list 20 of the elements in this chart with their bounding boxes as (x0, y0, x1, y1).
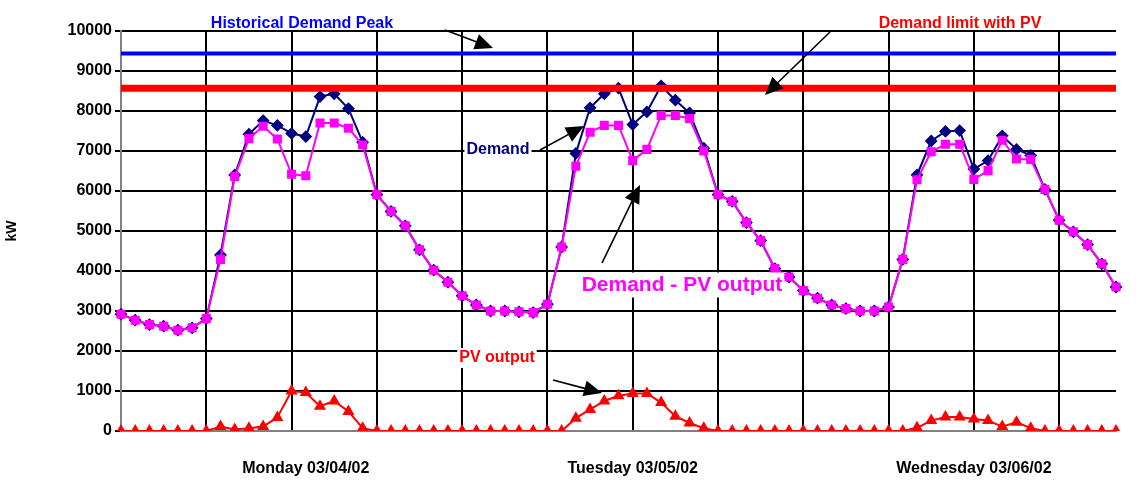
y-tick-label: 5000 (76, 221, 113, 239)
ref-line-label: Demand limit with PV (878, 14, 1042, 32)
y-tick-label: 7000 (76, 141, 113, 159)
y-tick-label: 2000 (76, 341, 113, 359)
ref-line-label: Historical Demand Peak (210, 14, 394, 32)
text: Demand (466, 140, 530, 158)
y-tick-label: 10000 (67, 21, 113, 39)
y-tick-label: 6000 (76, 181, 113, 199)
x-tick-label: Wednesday 03/06/02 (896, 459, 1052, 477)
y-tick-label: 4000 (76, 261, 113, 279)
x-tick-label: Monday 03/04/02 (242, 459, 370, 477)
y-tick-label: 8000 (76, 101, 113, 119)
y-tick-label: 3000 (76, 301, 113, 319)
text: PV output (459, 348, 536, 366)
y-tick-label: 9000 (76, 61, 113, 79)
y-tick-label: 1000 (76, 381, 113, 399)
x-tick-label: Tuesday 03/05/02 (567, 459, 699, 477)
series-label: Demand - PV output (581, 271, 783, 295)
y-tick-label: 0 (103, 421, 113, 439)
y-axis-title: kW (3, 219, 20, 242)
